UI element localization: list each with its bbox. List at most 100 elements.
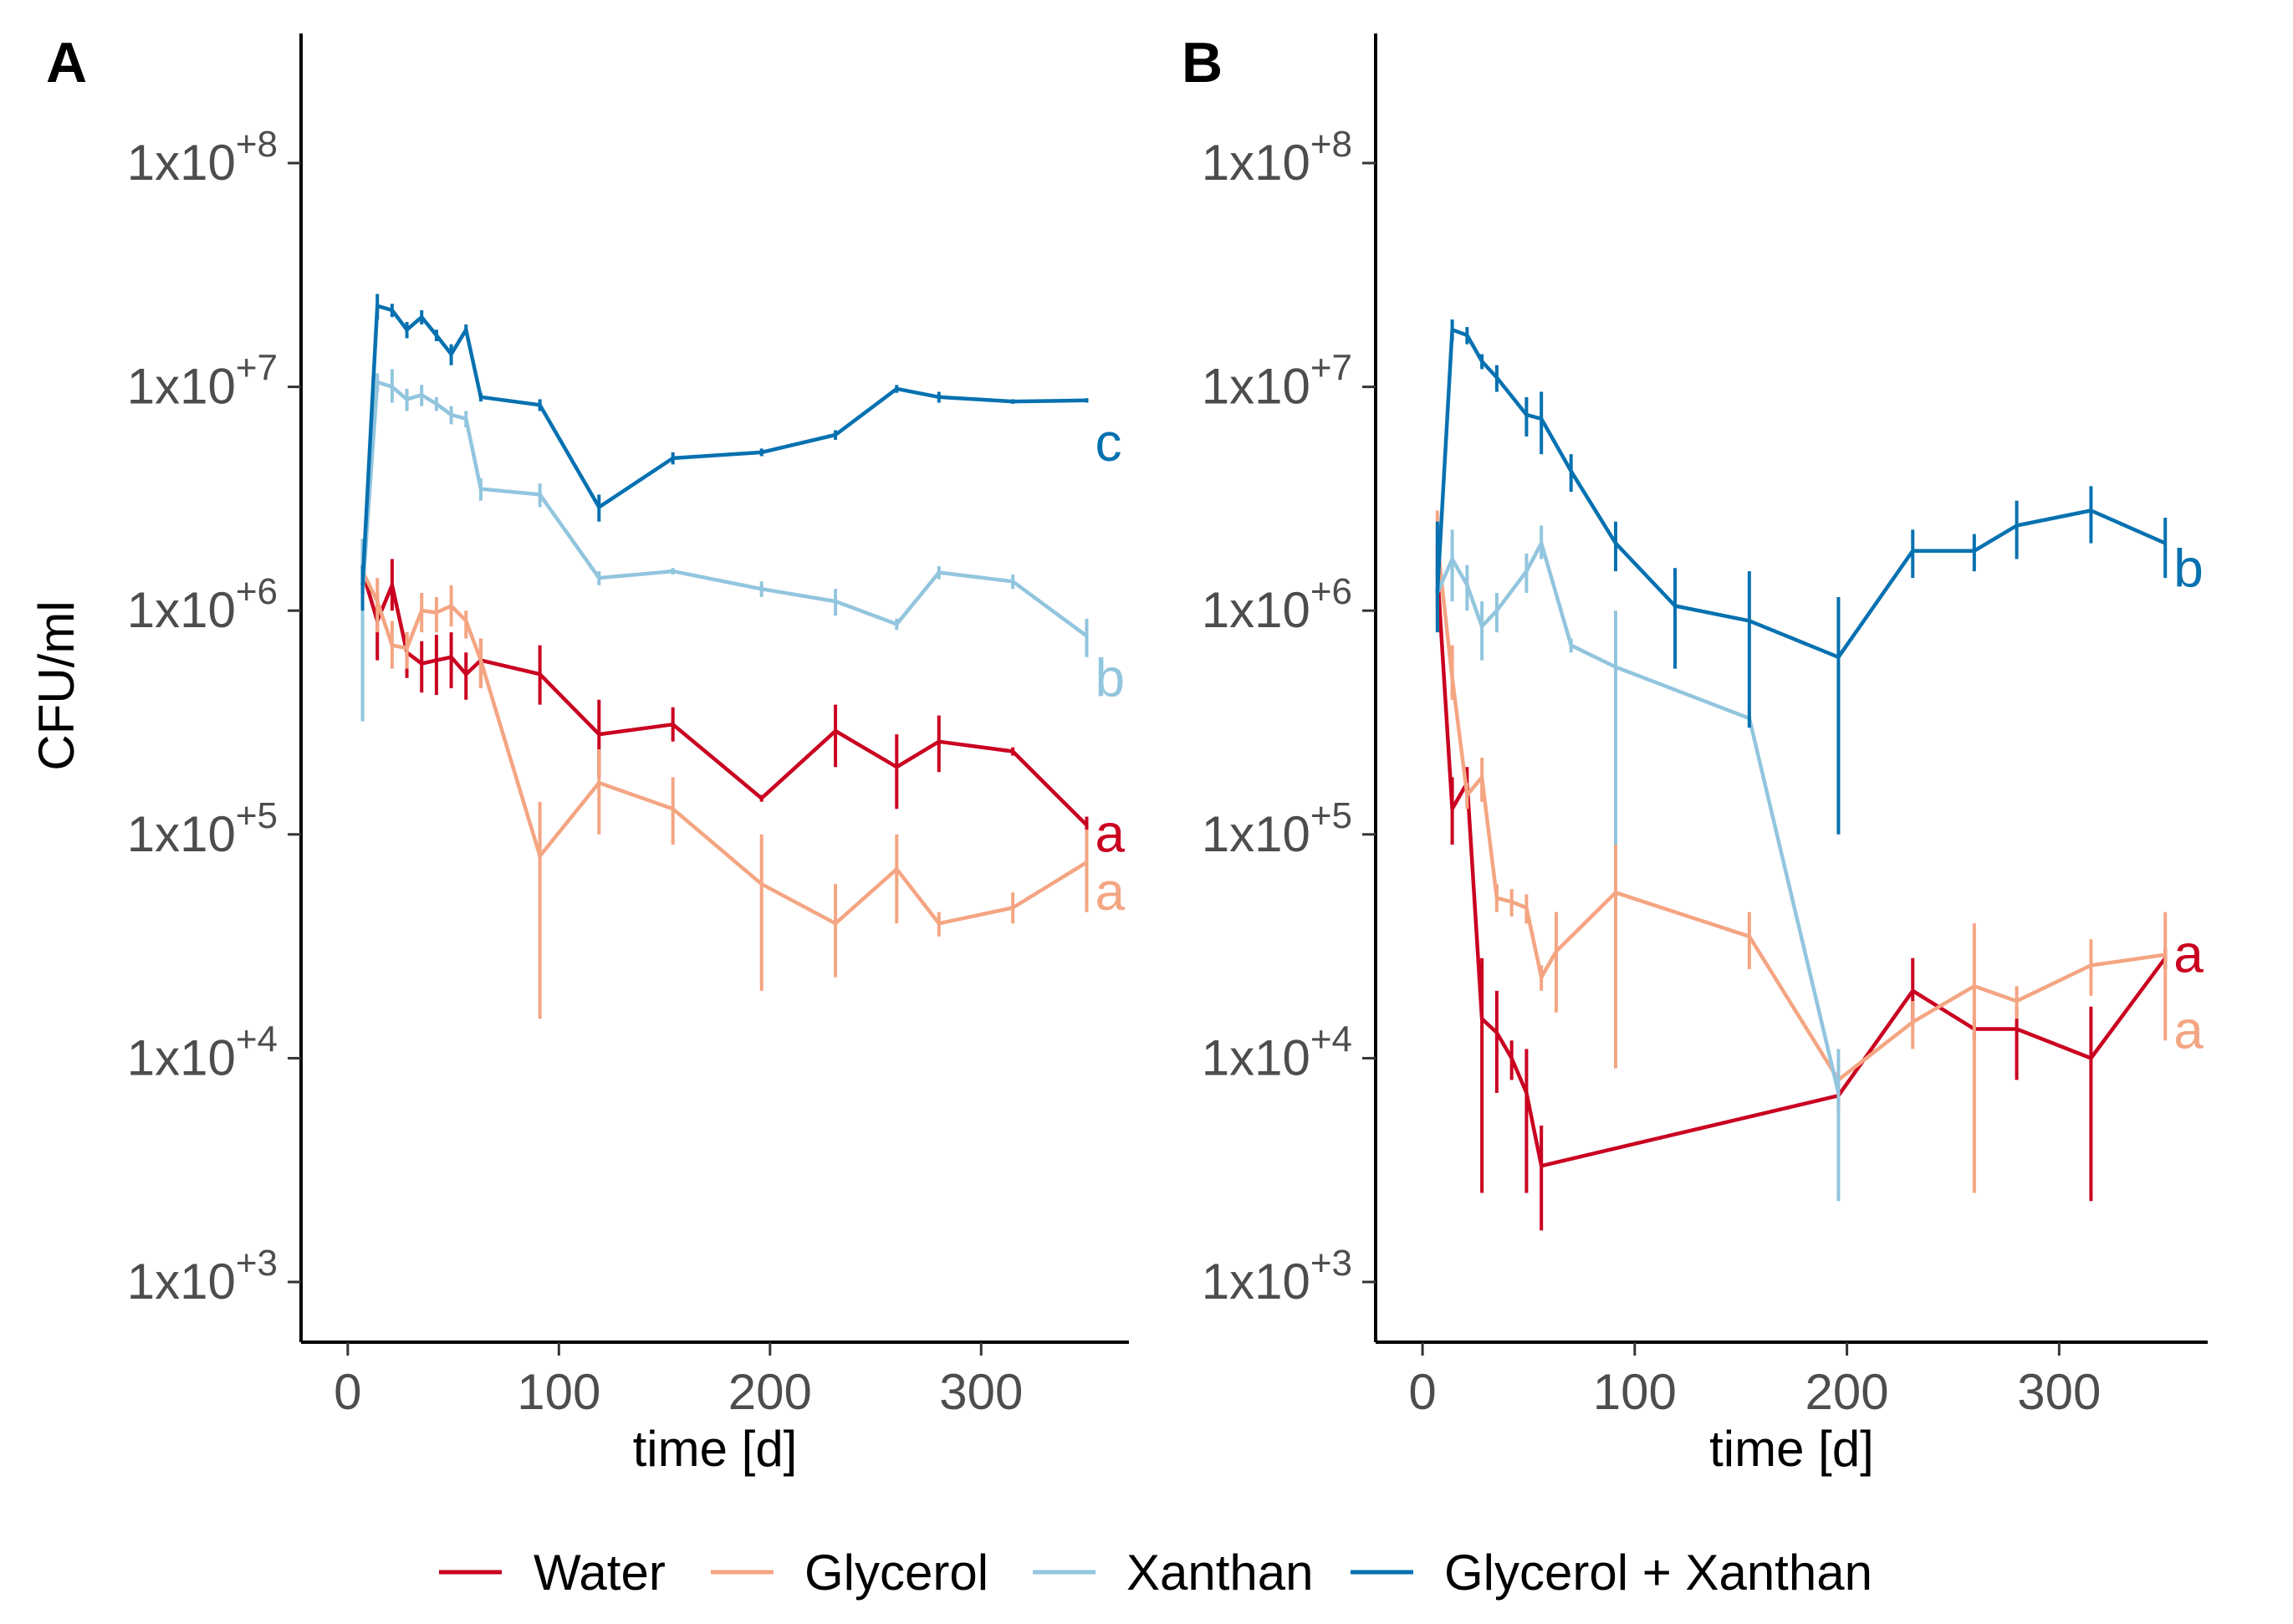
data-point bbox=[2015, 999, 2019, 1003]
data-point bbox=[834, 433, 837, 437]
data-point bbox=[464, 672, 467, 676]
data-point bbox=[2163, 542, 2167, 545]
data-point bbox=[937, 571, 941, 575]
data-point bbox=[1011, 750, 1014, 753]
data-point bbox=[1555, 950, 1558, 953]
data-point bbox=[450, 605, 453, 608]
series-glycerol-xanthan: b bbox=[1435, 319, 2204, 835]
data-point bbox=[391, 386, 394, 389]
legend-label: Water bbox=[534, 1545, 666, 1601]
data-point bbox=[760, 451, 763, 454]
y-tick-base: 1x10 bbox=[1202, 135, 1310, 191]
data-point bbox=[1436, 591, 1439, 595]
x-tick-label: 100 bbox=[517, 1364, 600, 1420]
data-point bbox=[1524, 569, 1528, 573]
data-point bbox=[420, 662, 423, 666]
y-tick-label: 1x10+3 bbox=[1202, 1243, 1352, 1310]
legend: Water Glycerol Xanthan Glycerol + Xanthan bbox=[439, 1545, 1872, 1601]
series-water: a bbox=[1435, 543, 2204, 1231]
y-tick-base: 1x10 bbox=[127, 1029, 236, 1085]
series-line bbox=[360, 380, 1088, 638]
x-tick-label: 0 bbox=[334, 1364, 361, 1420]
data-point bbox=[1011, 906, 1014, 910]
data-point bbox=[539, 672, 542, 676]
data-point bbox=[1451, 328, 1454, 331]
data-point bbox=[760, 882, 763, 886]
panel-tag-a: A bbox=[46, 31, 87, 94]
data-point bbox=[406, 646, 409, 650]
data-point bbox=[435, 334, 438, 337]
data-point bbox=[464, 417, 467, 421]
data-point bbox=[1480, 625, 1484, 628]
series-xanthan: b bbox=[360, 369, 1125, 722]
data-point bbox=[1451, 807, 1454, 810]
data-point bbox=[937, 396, 941, 399]
data-point bbox=[1524, 1091, 1528, 1095]
data-point bbox=[1614, 542, 1617, 545]
data-point bbox=[1451, 558, 1454, 561]
data-point bbox=[895, 387, 898, 391]
panel-tag-b: B bbox=[1182, 31, 1223, 94]
data-point bbox=[937, 740, 941, 743]
data-point bbox=[479, 396, 483, 399]
data-point bbox=[464, 328, 467, 331]
y-tick-label: 1x10+6 bbox=[127, 571, 278, 638]
data-point bbox=[672, 807, 675, 810]
data-point bbox=[1465, 794, 1468, 797]
data-point bbox=[1510, 900, 1514, 903]
x-tick-label: 200 bbox=[1805, 1364, 1889, 1420]
data-point bbox=[375, 600, 379, 603]
y-tick-exponent: +5 bbox=[1310, 795, 1352, 836]
data-point bbox=[1451, 677, 1454, 680]
y-tick-label: 1x10+5 bbox=[127, 795, 278, 862]
y-tick-base: 1x10 bbox=[127, 135, 236, 191]
legend-label: Glycerol bbox=[804, 1545, 988, 1601]
data-point bbox=[361, 584, 365, 587]
x-tick-label: 0 bbox=[1408, 1364, 1436, 1420]
data-point bbox=[375, 304, 379, 308]
data-point bbox=[1465, 584, 1468, 587]
y-tick-label: 1x10+8 bbox=[127, 124, 278, 191]
y-tick-base: 1x10 bbox=[127, 359, 236, 415]
y-tick-base: 1x10 bbox=[1202, 582, 1310, 638]
y-tick-base: 1x10 bbox=[1202, 806, 1310, 862]
data-point bbox=[1495, 609, 1499, 612]
data-point bbox=[1836, 656, 1840, 659]
data-point bbox=[1911, 1020, 1914, 1024]
data-point bbox=[435, 402, 438, 406]
data-point bbox=[1011, 400, 1014, 403]
data-point bbox=[2163, 953, 2167, 957]
data-point bbox=[539, 403, 542, 406]
y-tick-label: 1x10+3 bbox=[127, 1243, 278, 1310]
y-tick-base: 1x10 bbox=[1202, 1029, 1310, 1085]
series-glycerol: a bbox=[360, 559, 1126, 1019]
data-point bbox=[937, 922, 941, 925]
x-axis-title: time [d] bbox=[633, 1421, 798, 1477]
data-point bbox=[2089, 1056, 2092, 1060]
y-tick-base: 1x10 bbox=[127, 1254, 236, 1310]
data-point bbox=[1540, 976, 1543, 979]
significance-letter: a bbox=[2173, 1000, 2204, 1060]
series-line bbox=[360, 304, 1087, 585]
data-point bbox=[597, 576, 600, 580]
data-point bbox=[1085, 824, 1089, 827]
x-tick-label: 300 bbox=[2017, 1364, 2101, 1420]
legend-label: Glycerol + Xanthan bbox=[1444, 1545, 1872, 1601]
data-point bbox=[464, 619, 467, 622]
y-tick-base: 1x10 bbox=[1202, 359, 1310, 415]
y-tick-base: 1x10 bbox=[127, 582, 236, 638]
data-point bbox=[1836, 1091, 1840, 1095]
y-tick-exponent: +4 bbox=[236, 1019, 278, 1060]
data-point bbox=[760, 587, 763, 590]
data-point bbox=[1011, 580, 1014, 583]
y-tick-exponent: +8 bbox=[1310, 124, 1352, 165]
x-axis-title: time [d] bbox=[1709, 1421, 1874, 1477]
y-tick-exponent: +7 bbox=[1310, 348, 1352, 389]
y-tick-label: 1x10+7 bbox=[1202, 348, 1352, 415]
data-point bbox=[479, 659, 483, 662]
data-point bbox=[895, 622, 898, 626]
y-tick-exponent: +4 bbox=[1310, 1019, 1352, 1060]
data-point bbox=[450, 413, 453, 416]
data-point bbox=[1673, 605, 1677, 608]
significance-letter: a bbox=[1095, 861, 1126, 922]
